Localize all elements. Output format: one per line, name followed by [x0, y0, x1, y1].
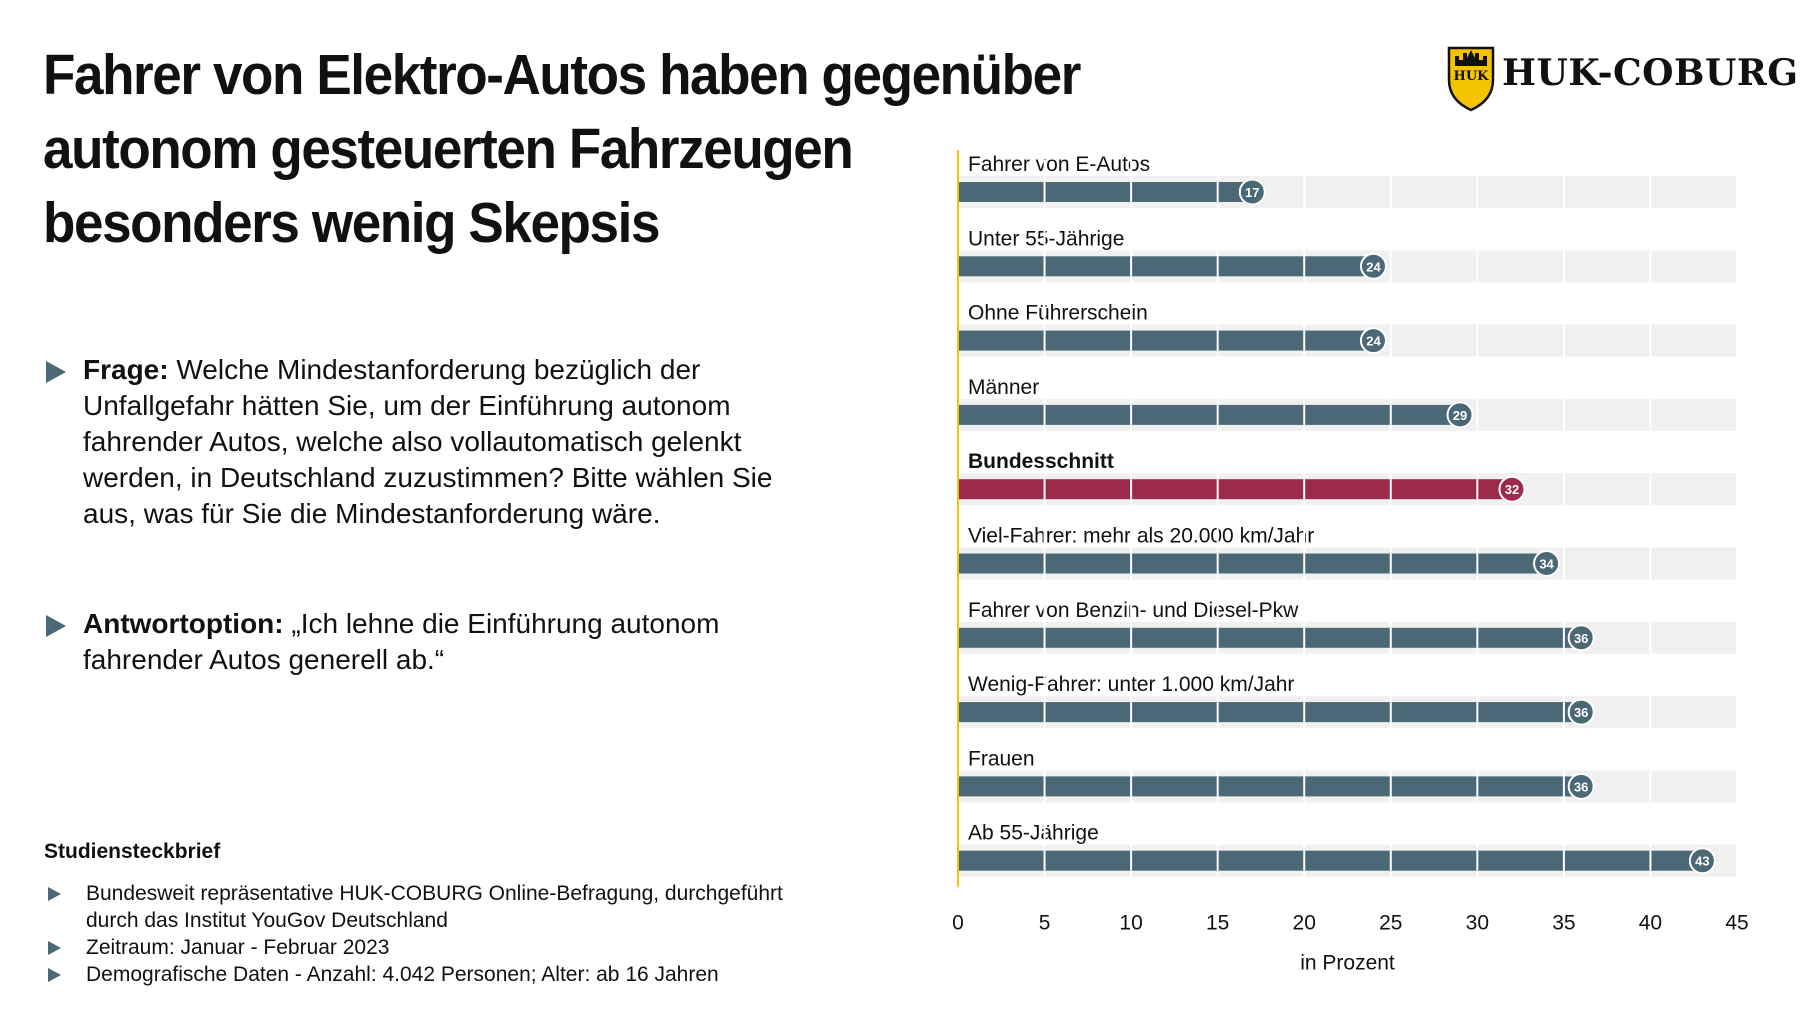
bar — [958, 776, 1582, 797]
category-label: Viel-Fahrer: mehr als 20.000 km/Jahr — [968, 525, 1314, 548]
value-marker — [1238, 178, 1266, 206]
bar — [958, 182, 1253, 202]
x-tick-label: 40 — [1639, 912, 1662, 935]
bullet-arrow-icon — [48, 941, 61, 955]
value-marker — [1688, 847, 1716, 875]
answer-text: „Ich lehne die Einführung autonom fahren… — [83, 608, 720, 675]
huk-coburg-logo-icon: HUK — [1447, 46, 1495, 112]
x-tick-label: 20 — [1293, 912, 1316, 935]
x-tick-label: 35 — [1552, 912, 1575, 935]
category-label: Bundesschnitt — [968, 450, 1114, 473]
study-item-text: Zeitraum: Januar - Februar 2023 — [86, 936, 390, 959]
answer-bullet: Antwortoption: „Ich lehne die Einführung… — [43, 606, 823, 678]
data-label: 36 — [1574, 631, 1588, 646]
title-line-2: autonom gesteuerten Fahrzeugen — [43, 117, 854, 181]
x-axis-label: in Prozent — [1300, 952, 1395, 975]
x-tick-label: 25 — [1379, 912, 1402, 935]
category-label: Fahrer von E-Autos — [968, 153, 1150, 176]
logo-castle — [1455, 50, 1487, 66]
data-label: 17 — [1245, 185, 1259, 200]
study-item-text: Demografische Daten - Anzahl: 4.042 Pers… — [86, 963, 719, 986]
bar — [958, 627, 1582, 648]
question-label: Frage: — [83, 354, 169, 385]
logo-badge-text: HUK — [1454, 69, 1490, 84]
question-bullet: Frage: Welche Mindestanforderung bezügli… — [43, 352, 823, 532]
study-list: Bundesweit repräsentative HUK-COBURG Onl… — [44, 880, 804, 988]
bullet-arrow-icon — [46, 615, 66, 637]
category-label: Frauen — [968, 747, 1035, 770]
category-label: Ohne Führerschein — [968, 302, 1148, 325]
chart-title: Fahrer von Elektro-Autos haben gegenüber… — [43, 38, 1081, 260]
x-tick-label: 15 — [1206, 912, 1229, 935]
category-label: Ab 55-Jährige — [968, 822, 1099, 845]
x-tick-label: 10 — [1119, 912, 1142, 935]
category-label: Männer — [968, 376, 1039, 399]
bar — [958, 330, 1374, 351]
value-marker — [1359, 252, 1387, 280]
bullet-arrow-icon — [48, 968, 61, 982]
answer-label: Antwortoption: — [83, 608, 284, 639]
category-label: Unter 55-Jährige — [968, 227, 1124, 250]
data-label: 34 — [1539, 557, 1554, 572]
data-label: 36 — [1574, 705, 1588, 720]
data-label: 43 — [1695, 854, 1709, 869]
bar — [958, 479, 1512, 500]
data-label: 36 — [1574, 779, 1588, 794]
study-item-text: Bundesweit repräsentative HUK-COBURG Onl… — [86, 882, 783, 932]
survey-info: Frage: Welche Mindestanforderung bezügli… — [43, 352, 823, 678]
study-item: Zeitraum: Januar - Februar 2023 — [44, 934, 804, 961]
question-text: Welche Mindestanforderung bezüglich der … — [83, 354, 773, 529]
bar — [958, 553, 1547, 574]
study-title: Studiensteckbrief — [44, 840, 221, 863]
bullet-arrow-icon — [46, 361, 66, 383]
bar — [958, 702, 1582, 723]
data-label: 24 — [1366, 259, 1381, 274]
value-marker — [1567, 772, 1595, 800]
value-marker — [1359, 327, 1387, 355]
bar-chart: Fahrer von E-Autos Unter 55-Jährige Ohne F… — [952, 150, 1749, 975]
value-marker — [1567, 698, 1595, 726]
value-marker — [1567, 624, 1595, 652]
data-label: 32 — [1505, 482, 1519, 497]
logo-wordmark: HUK-COBURG — [1502, 52, 1799, 94]
value-marker — [1498, 475, 1526, 503]
bar — [958, 404, 1461, 425]
value-marker — [1533, 550, 1561, 577]
x-tick-label: 0 — [952, 912, 964, 935]
data-label: 24 — [1366, 334, 1381, 349]
study-item: Bundesweit repräsentative HUK-COBURG Onl… — [44, 880, 804, 934]
title-line-3: besonders wenig Skepsis — [43, 191, 660, 255]
bar — [958, 256, 1374, 277]
bar — [958, 850, 1703, 871]
value-marker — [1446, 401, 1474, 429]
category-label: Fahrer von Benzin- und Diesel-Pkw — [968, 599, 1299, 622]
bullet-arrow-icon — [48, 887, 61, 901]
study-item: Demografische Daten - Anzahl: 4.042 Pers… — [44, 961, 804, 988]
title-line-1: Fahrer von Elektro-Autos haben gegenüber — [43, 43, 1081, 107]
x-tick-label: 45 — [1725, 912, 1748, 935]
data-label: 29 — [1453, 408, 1467, 423]
x-tick-label: 5 — [1039, 912, 1051, 935]
x-tick-label: 30 — [1466, 912, 1489, 935]
